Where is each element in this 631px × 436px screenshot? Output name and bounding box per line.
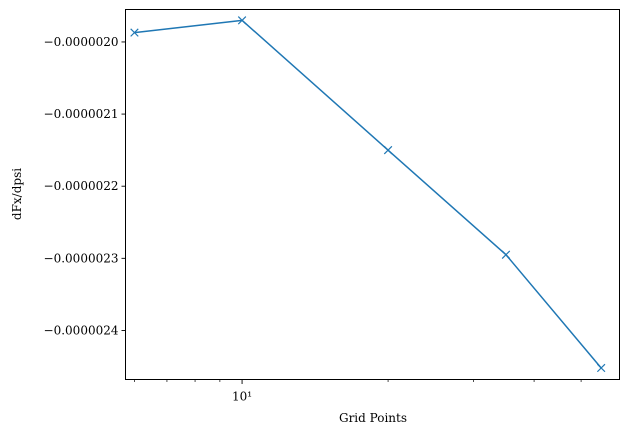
y-tick-label-3: −0.0000023 bbox=[44, 251, 119, 265]
data-point-marker-2 bbox=[383, 145, 393, 155]
data-point-marker-4 bbox=[596, 363, 606, 373]
x-axis-label: Grid Points bbox=[339, 411, 407, 425]
data-point-marker-3 bbox=[501, 250, 511, 259]
y-axis-label: dFx/dpsi bbox=[10, 168, 24, 220]
y-tick-label-0: −0.0000020 bbox=[44, 35, 119, 49]
series-layer bbox=[130, 16, 606, 373]
y-tick-label-2: −0.0000022 bbox=[44, 179, 119, 193]
data-point-marker-1 bbox=[237, 16, 247, 25]
plot-frame bbox=[125, 9, 620, 380]
y-tick-label-4: −0.0000024 bbox=[44, 323, 119, 337]
data-point-marker-0 bbox=[130, 28, 139, 37]
y-tick-label-1: −0.0000021 bbox=[44, 107, 119, 121]
x-tick-label-0: 10¹ bbox=[232, 390, 252, 404]
ticks-layer: −0.0000020 −0.0000021 −0.0000022 −0.0000023… bbox=[44, 35, 582, 404]
